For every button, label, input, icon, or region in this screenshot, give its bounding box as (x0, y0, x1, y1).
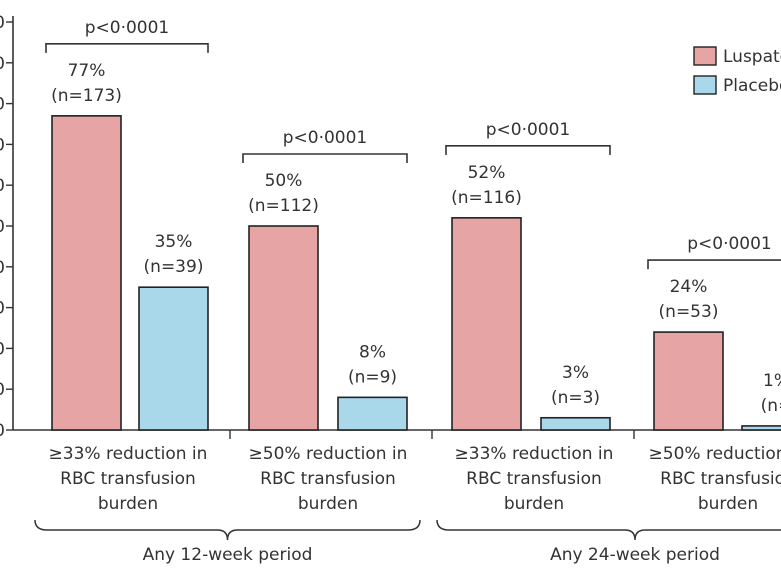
legend-swatch-placebo (693, 75, 717, 95)
bar-placebo (540, 416, 611, 431)
p-value-label: p<0·0001 (687, 234, 772, 254)
category-label: burden (98, 494, 158, 514)
bar-n-label: (n=9) (348, 367, 397, 387)
bar-luspate (248, 225, 319, 431)
bar-percent-label: 1% (763, 371, 781, 391)
y-tick-label: 0 (0, 258, 5, 278)
bar-n-label: (n=3) (551, 388, 600, 408)
y-tick-label: 0 (0, 95, 5, 115)
p-value-label: p<0·0001 (283, 128, 368, 148)
bar-percent-label: 77% (68, 61, 106, 81)
category-label: ≥50% reduction in (249, 444, 408, 464)
legend-swatch-luspate (693, 46, 717, 66)
significance-bracket (445, 145, 611, 155)
significance-bracket (242, 153, 408, 163)
category-label: RBC transfusion (60, 469, 196, 489)
category-label: RBC transfusion (260, 469, 396, 489)
y-tick-label: 0 (0, 13, 5, 33)
group-brace (34, 519, 421, 541)
p-value-label: p<0·0001 (486, 120, 571, 140)
bar-n-label: (n= (761, 396, 781, 416)
bar-percent-label: 35% (155, 232, 193, 252)
y-tick-label: 0 (0, 217, 5, 237)
bar-percent-label: 3% (562, 363, 589, 383)
y-tick-label: 0 (0, 176, 5, 196)
category-label: ≥50% reduction in (649, 444, 781, 464)
p-value-label: p<0·0001 (85, 18, 170, 38)
category-label: burden (298, 494, 358, 514)
category-label: burden (504, 494, 564, 514)
category-label: ≥33% reduction in (49, 444, 208, 464)
group-brace (436, 519, 781, 541)
bar-luspate (653, 331, 724, 431)
bar-n-label: (n=53) (659, 302, 719, 322)
bar-placebo (138, 286, 209, 431)
bar-luspate (451, 217, 522, 431)
bar-n-label: (n=173) (51, 86, 122, 106)
y-tick-label: 0 (0, 299, 5, 319)
bar-percent-label: 24% (670, 277, 708, 297)
bar-percent-label: 52% (468, 163, 506, 183)
bar-n-label: (n=112) (248, 196, 319, 216)
bar-percent-label: 50% (265, 171, 303, 191)
category-label: ≥33% reduction in (455, 444, 614, 464)
category-label: RBC transfusion (660, 469, 781, 489)
bar-n-label: (n=39) (144, 257, 204, 277)
group-label: Any 24-week period (550, 545, 720, 565)
bar-n-label: (n=116) (451, 188, 522, 208)
significance-bracket (647, 259, 781, 270)
legend-label: Luspate (723, 47, 781, 67)
bar-luspate (51, 115, 122, 431)
category-label: RBC transfusion (466, 469, 602, 489)
bar-placebo (741, 425, 781, 431)
y-tick-label: 0 (0, 54, 5, 74)
group-label: Any 12-week period (143, 545, 313, 565)
legend-label: Placebo (723, 76, 781, 96)
bar-percent-label: 8% (359, 342, 386, 362)
significance-bracket (45, 43, 209, 53)
category-label: burden (698, 494, 758, 514)
y-tick-label: 0 (0, 339, 5, 359)
y-tick-label: 0 (0, 135, 5, 155)
y-tick-label: 0 (0, 421, 5, 441)
bar-placebo (337, 396, 408, 431)
y-tick-label: 0 (0, 380, 5, 400)
